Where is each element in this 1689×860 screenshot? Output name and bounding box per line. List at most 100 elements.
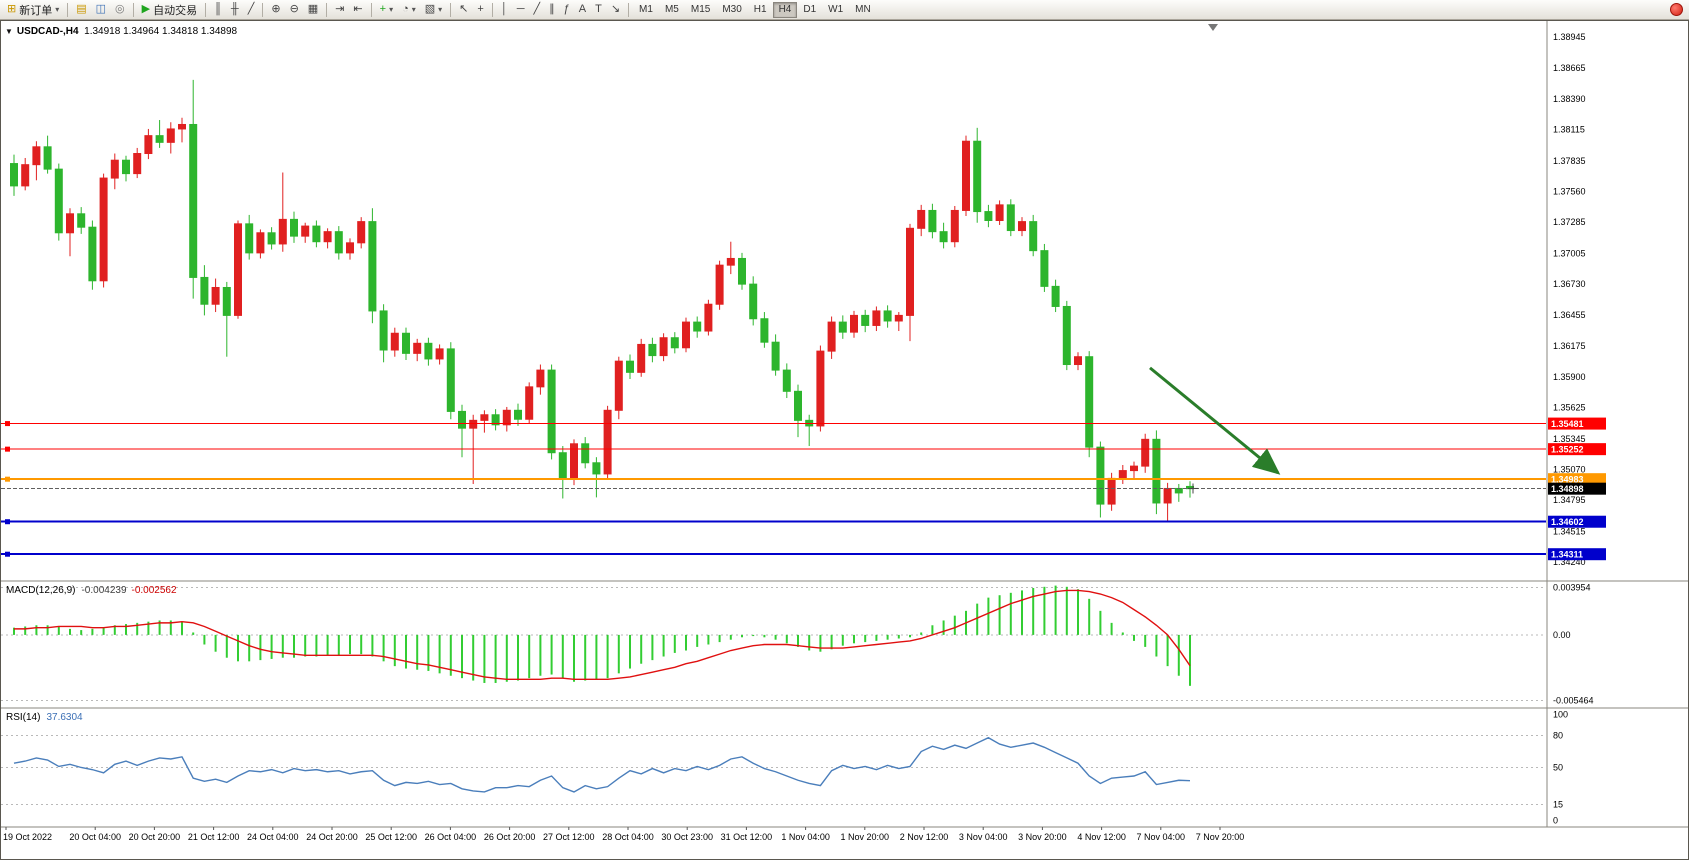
rsi-axis-label: 15	[1553, 800, 1563, 810]
notification-icon[interactable]	[1670, 3, 1683, 16]
chart-canvas[interactable]: 1.38945 1.38665 1.38390 1.38115 1.37835 1.375…	[0, 20, 1689, 860]
vertical-line-button[interactable]: │	[497, 1, 512, 18]
candle	[346, 242, 354, 254]
candle	[514, 409, 522, 420]
candle	[838, 321, 847, 333]
price-axis-label: 1.36730	[1553, 279, 1586, 289]
chart-shift-marker[interactable]	[1208, 24, 1218, 31]
periods-button[interactable]: ◔ ▾	[398, 1, 420, 18]
timeframe-h4-button[interactable]: H4	[772, 1, 798, 18]
data-window-icon: ◫	[95, 3, 107, 15]
time-axis-label: 19 Oct 2022	[3, 832, 52, 842]
auto-scroll-button[interactable]: ⇥	[331, 1, 348, 18]
timeframe-m5-button[interactable]: M5	[664, 4, 679, 15]
candle	[637, 343, 646, 373]
arrows-button[interactable]: ↘	[607, 1, 624, 18]
channel-button[interactable]: ∥	[545, 1, 559, 18]
candle	[816, 350, 825, 427]
price-axis-label: 1.37285	[1553, 217, 1586, 227]
line-handle[interactable]	[5, 476, 10, 482]
indicators-button[interactable]: + ▾	[376, 1, 397, 18]
one-click-trading-to​ggle[interactable]: ▼	[5, 27, 13, 36]
zoom-in-button[interactable]: ⊕	[267, 1, 284, 18]
chart-shift-button[interactable]: ⇤	[349, 1, 366, 18]
candle	[32, 146, 41, 166]
candle	[670, 337, 679, 349]
text-label-button[interactable]: T	[591, 1, 606, 18]
autotrade-button[interactable]: ▶ 自动交易	[138, 1, 201, 18]
line-handle[interactable]	[5, 519, 10, 525]
templates-button[interactable]: ▧ ▾	[421, 1, 446, 18]
time-axis-label: 24 Oct 04:00	[247, 832, 299, 842]
candlestick-chart-button[interactable]: ╫	[227, 1, 243, 18]
text-icon: A	[578, 3, 587, 15]
line-handle[interactable]	[5, 551, 10, 557]
data-window-button[interactable]: ◫	[92, 1, 110, 18]
time-axis-label: 24 Oct 20:00	[306, 832, 358, 842]
candle	[1130, 465, 1138, 472]
line-chart-icon: ╱	[247, 3, 255, 15]
candle	[368, 221, 377, 312]
new-order-button[interactable]: ⊞ 新订单 ▾	[3, 1, 63, 18]
line-handle[interactable]	[5, 446, 10, 452]
candle	[973, 140, 982, 213]
zoom-out-button[interactable]: ⊖	[286, 1, 303, 18]
candle	[782, 369, 791, 392]
market-watch-button[interactable]: ▤	[72, 1, 90, 18]
candle	[648, 343, 657, 357]
candle	[883, 310, 892, 322]
timeframe-w1-button[interactable]: W1	[828, 4, 844, 15]
candle	[278, 218, 287, 245]
candle	[581, 443, 590, 464]
price-axis-label: 1.38945	[1553, 32, 1586, 42]
candle	[290, 218, 298, 237]
candle	[861, 314, 870, 326]
time-axis-label: 30 Oct 23:00	[661, 832, 713, 842]
candle	[771, 341, 780, 371]
rsi-line	[13, 736, 1191, 793]
line-chart-button[interactable]: ╱	[244, 1, 259, 18]
time-axis-label: 7 Nov 04:00	[1137, 832, 1186, 842]
candle	[939, 231, 948, 243]
timeframe-h1-button[interactable]: H1	[753, 4, 767, 15]
timeframe-m30-button[interactable]: M30	[722, 4, 742, 15]
timeframe-m1-button[interactable]: M1	[639, 4, 653, 15]
crosshair-icon: +	[477, 3, 484, 15]
candle	[155, 135, 164, 143]
cursor-button[interactable]: ↖	[455, 1, 472, 18]
timeframe-d1-button[interactable]: D1	[803, 4, 817, 15]
trend-arrow-object[interactable]	[1149, 366, 1281, 475]
candle	[682, 321, 690, 349]
candle	[525, 386, 534, 420]
timeframe-m15-button[interactable]: M15	[690, 4, 711, 15]
candle	[995, 204, 1004, 221]
candle	[267, 232, 276, 245]
toolbar-separator	[67, 2, 69, 17]
trendline-button[interactable]: ╱	[530, 1, 545, 18]
navigator-button[interactable]: ◎	[111, 1, 129, 18]
timeframe-mn-button[interactable]: MN	[855, 4, 871, 15]
candle	[906, 227, 914, 316]
auto-scroll-icon: ⇥	[335, 3, 345, 15]
price-axis-label: 1.35345	[1553, 434, 1586, 444]
channel-icon: ∥	[549, 3, 555, 15]
price-badge-label: 1.34898	[1551, 484, 1584, 494]
candle	[715, 264, 724, 305]
bar-chart-button[interactable]: ║	[210, 1, 226, 18]
crosshair-button[interactable]: +	[473, 1, 487, 18]
text-button[interactable]: A	[575, 1, 590, 18]
price-badge-label: 1.35252	[1551, 445, 1584, 455]
tile-windows-button[interactable]: ▦	[304, 1, 322, 18]
line-handle[interactable]	[5, 421, 10, 427]
candle	[458, 410, 466, 429]
candle	[1074, 356, 1082, 366]
fibonacci-button[interactable]: ƒ	[560, 1, 574, 18]
horizontal-line-button[interactable]: ─	[513, 1, 529, 18]
price-axis-label: 1.35900	[1553, 372, 1586, 382]
candle	[77, 213, 86, 228]
candle	[726, 257, 735, 266]
time-axis-label: 27 Oct 12:00	[543, 832, 595, 842]
price-axis-label: 1.38665	[1553, 63, 1586, 73]
time-axis-label: 3 Nov 20:00	[1018, 832, 1067, 842]
macd-axis-label: 0.00	[1553, 630, 1571, 640]
